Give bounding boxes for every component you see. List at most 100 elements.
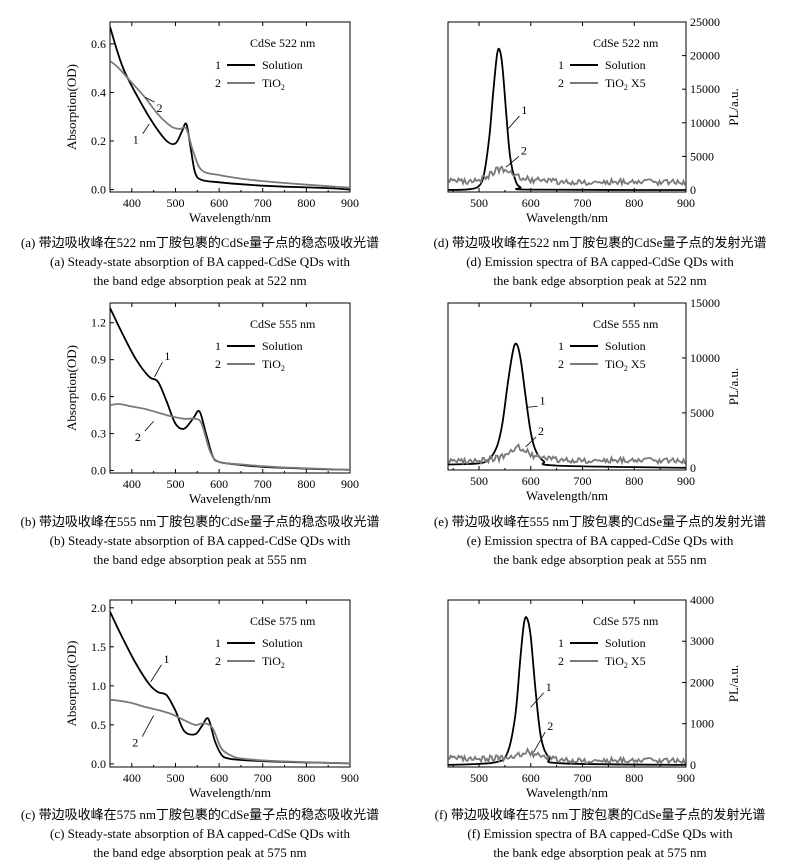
y-tick-label: 2.0 [91, 601, 106, 615]
chart-f: 500 600 700 800 900 Wavelength/nm 0 1000 2000 300… [447, 593, 741, 800]
y-axis-label: Absorption(OD) [64, 64, 79, 150]
y-tick-label: 20000 [690, 49, 720, 63]
series-line-2 [448, 165, 686, 188]
caption-e: (e) 带边吸收峰在555 nm丁胺包裹的CdSe量子点的发射光谱 (e) Em… [400, 512, 800, 569]
y-tick-label: 1000 [690, 717, 714, 731]
caption-cn: (b) 带边吸收峰在555 nm丁胺包裹的CdSe量子点的稳态吸收光谱 [20, 514, 380, 529]
legend-label-2: TiO2 [262, 357, 285, 373]
series-line-1 [110, 307, 350, 471]
legend-label-2: TiO2 [262, 654, 285, 670]
y-axis-label: PL/a.u. [726, 368, 741, 406]
legend-label-1: Solution [605, 339, 646, 353]
y-tick-label: 1.5 [91, 640, 106, 654]
x-tick-label: 400 [123, 771, 141, 785]
legend-label-2: TiO2 X5 [605, 654, 646, 670]
series-line-2 [110, 403, 350, 471]
legend-label-2: TiO2 [262, 76, 285, 92]
x-axis-label: Wavelength/nm [526, 785, 608, 800]
caption-cn: (a) 带边吸收峰在522 nm丁胺包裹的CdSe量子点的稳态吸收光谱 [20, 235, 380, 250]
annotation-label-1: 1 [521, 103, 527, 117]
legend-number-1: 1 [558, 339, 564, 353]
legend-title: CdSe 575 nm [250, 614, 316, 628]
x-tick-label: 800 [297, 196, 315, 210]
chart-b: 400 500 600 700 800 900 Wavelength/nm 0.0 0.3 0.6… [64, 302, 359, 506]
plot-frame [109, 21, 351, 193]
chart-e: 500 600 700 800 900 Wavelength/nm 0 5000 10000 15… [447, 296, 741, 503]
series-line-1 [448, 616, 686, 766]
y-axis-label: Absorption(OD) [64, 641, 79, 727]
x-tick-label: 900 [341, 477, 359, 491]
x-tick-label: 900 [677, 196, 695, 210]
legend-label-1: Solution [605, 58, 646, 72]
legend-title: CdSe 522 nm [593, 36, 659, 50]
x-tick-label: 500 [470, 196, 488, 210]
x-axis-label: Wavelength/nm [189, 210, 271, 225]
series-line-1 [110, 611, 350, 765]
annotation-label-1: 1 [164, 349, 170, 363]
x-tick-label: 900 [341, 771, 359, 785]
legend-title: CdSe 575 nm [593, 614, 659, 628]
x-axis-label: Wavelength/nm [189, 785, 271, 800]
annotation-label-2: 2 [132, 736, 138, 750]
x-tick-label: 800 [297, 477, 315, 491]
annotation-leader [526, 405, 538, 408]
annotation-leader [142, 123, 150, 134]
x-tick-label: 500 [166, 771, 184, 785]
caption-d: (d) 带边吸收峰在522 nm丁胺包裹的CdSe量子点的发射光谱 (d) Em… [400, 233, 800, 290]
y-tick-label: 15000 [690, 82, 720, 96]
caption-en-line1: (e) Emission spectra of BA capped-CdSe Q… [466, 533, 734, 548]
x-tick-label: 500 [166, 477, 184, 491]
legend-number-2: 2 [558, 654, 564, 668]
caption-en-line1: (c) Steady-state absorption of BA capped… [49, 826, 351, 841]
caption-en-line1: (d) Emission spectra of BA capped-CdSe Q… [466, 254, 734, 269]
annotation-leader [154, 361, 163, 378]
legend-label-2: TiO2 X5 [605, 357, 646, 373]
annotation-leader [533, 731, 546, 753]
legend-title: CdSe 522 nm [250, 36, 316, 50]
y-tick-label: 0 [690, 758, 696, 772]
y-tick-label: 0.6 [91, 37, 106, 51]
caption-cn: (e) 带边吸收峰在555 nm丁胺包裹的CdSe量子点的发射光谱 [433, 514, 767, 529]
y-tick-label: 0.9 [91, 353, 106, 367]
annotation-label-1: 1 [163, 652, 169, 666]
annotation-label-2: 2 [135, 430, 141, 444]
x-tick-label: 400 [123, 196, 141, 210]
caption-f: (f) 带边吸收峰在575 nm丁胺包裹的CdSe量子点的发射光谱 (f) Em… [400, 805, 800, 862]
plot-frame [447, 302, 687, 471]
x-tick-label: 900 [341, 196, 359, 210]
x-tick-label: 600 [522, 771, 540, 785]
y-tick-label: 0.0 [91, 183, 106, 197]
legend-label-1: Solution [605, 636, 646, 650]
legend-number-2: 2 [558, 357, 564, 371]
chart-c: 400 500 600 700 800 900 Wavelength/nm 0.0 0.5 1.0… [64, 599, 359, 800]
y-tick-label: 0 [690, 461, 696, 475]
caption-en-line2: the band edge absorption peak at 522 nm [93, 273, 307, 288]
series-line-2 [448, 746, 686, 766]
legend-number-1: 1 [558, 58, 564, 72]
x-tick-label: 600 [522, 474, 540, 488]
x-tick-label: 500 [166, 196, 184, 210]
x-tick-label: 600 [210, 477, 228, 491]
chart-d: 500 600 700 800 900 Wavelength/nm 0 5000 10000 15… [447, 15, 741, 225]
x-tick-label: 800 [625, 196, 643, 210]
legend-number-2: 2 [215, 357, 221, 371]
caption-b: (b) 带边吸收峰在555 nm丁胺包裹的CdSe量子点的稳态吸收光谱 (b) … [0, 512, 400, 569]
x-tick-label: 700 [254, 477, 272, 491]
caption-en-line1: (f) Emission spectra of BA capped-CdSe Q… [467, 826, 733, 841]
annotation-leader [525, 436, 537, 448]
caption-en-line1: (b) Steady-state absorption of BA capped… [49, 533, 351, 548]
annotation-label-1: 1 [133, 133, 139, 147]
legend-number-2: 2 [215, 76, 221, 90]
series-line-2 [448, 443, 686, 466]
annotation-label-1: 1 [540, 393, 546, 407]
y-tick-label: 10000 [690, 116, 720, 130]
x-tick-label: 600 [522, 196, 540, 210]
series-line-2 [110, 699, 350, 765]
x-tick-label: 800 [625, 771, 643, 785]
y-tick-label: 0.6 [91, 390, 106, 404]
caption-cn: (f) 带边吸收峰在575 nm丁胺包裹的CdSe量子点的发射光谱 [434, 807, 766, 822]
annotation-leader [507, 115, 520, 130]
y-tick-label: 4000 [690, 593, 714, 607]
x-tick-label: 500 [470, 771, 488, 785]
annotation-label-1: 1 [546, 680, 552, 694]
